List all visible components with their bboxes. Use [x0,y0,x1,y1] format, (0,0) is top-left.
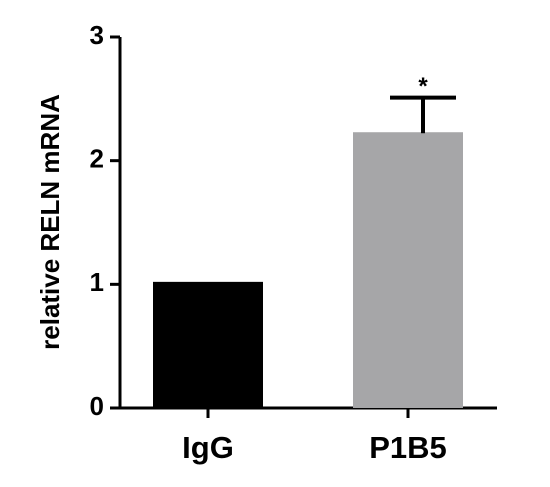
x-tick-label: IgG [182,430,234,465]
bar [353,132,463,408]
bar [153,281,263,408]
y-tick-label: 2 [90,144,104,174]
y-tick-label: 0 [90,391,104,421]
y-tick-label: 1 [90,267,104,297]
x-tick-label: P1B5 [369,430,447,465]
y-tick-label: 3 [90,20,104,50]
y-axis-label: relative RELN mRNA [35,94,65,350]
annotation: * [418,73,428,100]
